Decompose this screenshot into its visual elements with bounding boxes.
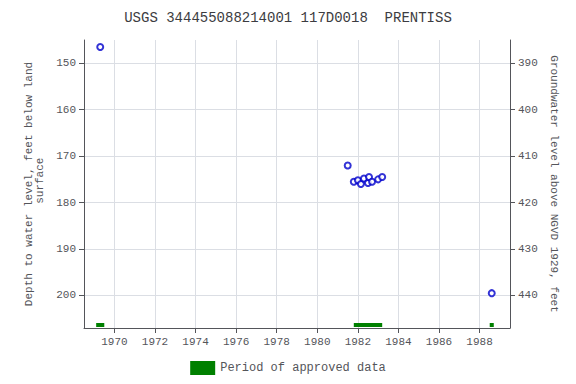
svg-text:150: 150 [56,57,76,69]
svg-text:1986: 1986 [426,336,452,348]
svg-text:180: 180 [56,197,76,209]
svg-text:200: 200 [56,289,76,301]
svg-text:160: 160 [56,104,76,116]
svg-text:Groundwater level above NGVD 1: Groundwater level above NGVD 1929, feet [548,55,560,312]
svg-text:1984: 1984 [385,336,412,348]
svg-text:190: 190 [56,243,76,255]
svg-text:1982: 1982 [345,336,371,348]
svg-text:390: 390 [518,57,538,69]
svg-text:1970: 1970 [101,336,127,348]
svg-text:Period of approved data: Period of approved data [220,361,386,375]
svg-text:1976: 1976 [223,336,249,348]
svg-text:USGS 344455088214001 117D0018: USGS 344455088214001 117D0018 PRENTISS [124,10,452,26]
svg-text:1972: 1972 [142,336,168,348]
svg-text:1980: 1980 [304,336,330,348]
svg-text:170: 170 [56,150,76,162]
svg-text:400: 400 [518,104,538,116]
svg-text:430: 430 [518,243,538,255]
svg-text:440: 440 [518,289,538,301]
svg-text:Depth to water level, feet bel: Depth to water level, feet below land [22,61,35,307]
svg-text:410: 410 [518,150,538,162]
svg-text:1974: 1974 [182,336,209,348]
svg-text:surface: surface [34,158,46,211]
svg-text:420: 420 [518,197,538,209]
svg-text:1988: 1988 [466,336,492,348]
svg-text:1978: 1978 [264,336,290,348]
